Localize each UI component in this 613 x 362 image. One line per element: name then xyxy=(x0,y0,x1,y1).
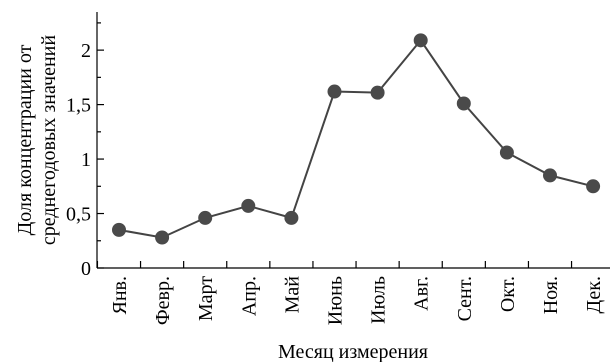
x-axis-title: Месяц измерения xyxy=(278,341,428,362)
x-tick-label: Сент. xyxy=(454,276,476,321)
data-point xyxy=(198,210,213,225)
x-tick-label: Авг. xyxy=(411,276,433,311)
data-point xyxy=(284,210,299,225)
x-tick-label: Май xyxy=(281,276,303,314)
x-tick-label: Ноя. xyxy=(540,276,562,314)
y-axis-title-line-2: среднегодовых значений xyxy=(38,35,60,245)
data-point xyxy=(543,168,557,183)
data-point xyxy=(112,222,126,237)
y-tick-label: 0,5 xyxy=(66,204,91,226)
y-tick-label: 1,5 xyxy=(66,95,91,117)
x-tick-label: Апр. xyxy=(238,276,260,316)
y-tick-label: 2 xyxy=(81,40,91,62)
x-tick-label: Дек. xyxy=(583,276,605,313)
x-axis: Янв. Февр. Март Апр. Май Июнь Июль Авг. Сент. Окт… xyxy=(96,261,610,325)
data-point xyxy=(370,85,385,100)
data-point xyxy=(155,230,170,245)
x-tick-label: Февр. xyxy=(152,276,174,325)
x-tick-label: Окт. xyxy=(497,276,519,312)
data-point xyxy=(499,145,514,160)
data-point xyxy=(586,179,601,194)
series-group xyxy=(112,33,601,245)
data-point xyxy=(413,33,428,48)
data-point xyxy=(456,96,471,111)
series-line xyxy=(118,38,594,239)
x-tick-label: Июнь xyxy=(325,276,347,325)
x-tick-label: Март xyxy=(195,276,217,321)
data-point xyxy=(327,84,342,99)
x-tick-label: Июль xyxy=(368,276,390,324)
y-tick-label: 0 xyxy=(81,258,91,280)
y-axis: 0 0,5 1 1,5 2 xyxy=(66,12,104,280)
x-tick-label: Янв. xyxy=(109,276,131,315)
y-axis-title-line-1: Доля концентрации от xyxy=(14,44,36,235)
data-point xyxy=(241,198,256,213)
y-tick-label: 1 xyxy=(81,149,91,171)
